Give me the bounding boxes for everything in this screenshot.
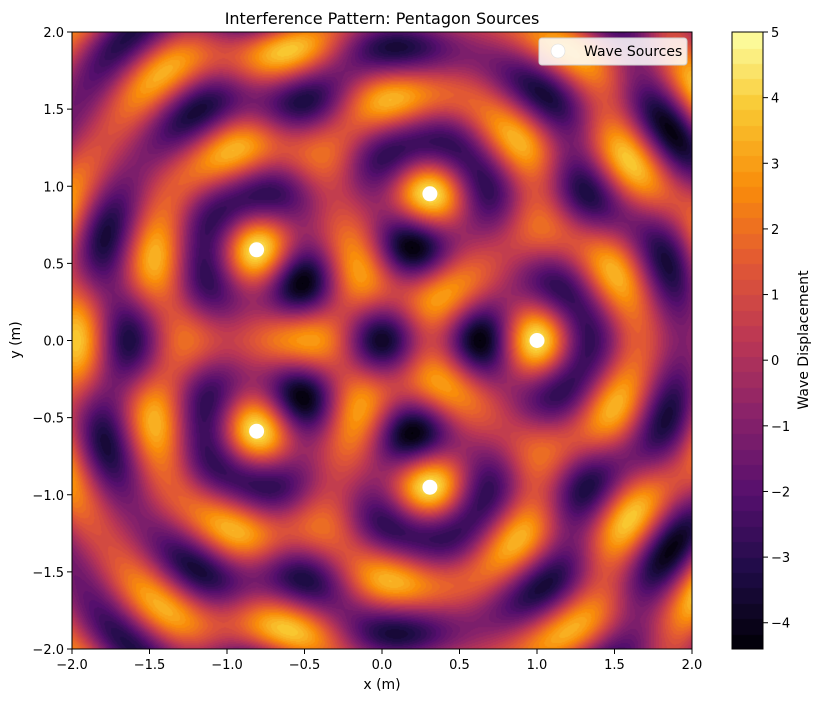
plot-area bbox=[72, 32, 692, 649]
legend-box bbox=[538, 37, 688, 66]
y-tick-label: −0.5 bbox=[32, 412, 64, 427]
x-tick-label: 0.5 bbox=[449, 658, 470, 673]
heatmap-canvas bbox=[72, 32, 692, 649]
colorbar-tick-label: 3 bbox=[771, 157, 779, 172]
y-tick-label: 0.0 bbox=[43, 335, 64, 350]
colorbar-tick-label: −3 bbox=[771, 551, 790, 566]
colorbar-tick-label: 1 bbox=[771, 289, 779, 304]
y-axis-label: y (m) bbox=[8, 321, 24, 358]
x-tick-label: 0.0 bbox=[372, 658, 393, 673]
x-tick-label: −0.5 bbox=[289, 658, 321, 673]
x-axis-label: x (m) bbox=[363, 677, 400, 693]
colorbar-tick-label: −2 bbox=[771, 485, 790, 500]
x-axis: −2.0 −1.5 −1.0 −0.5 0.0 0.5 1.0 1.5 2.0 bbox=[56, 649, 702, 673]
y-tick-label: −1.5 bbox=[32, 566, 64, 581]
legend: Wave Sources bbox=[538, 37, 688, 66]
y-tick-label: 1.0 bbox=[43, 180, 64, 195]
colorbar-tick-label: −4 bbox=[771, 617, 790, 632]
wave-source-marker bbox=[249, 423, 265, 439]
legend-marker bbox=[550, 43, 566, 59]
colorbar-canvas bbox=[732, 32, 763, 649]
x-tick-label: 1.5 bbox=[604, 658, 625, 673]
legend-label: Wave Sources bbox=[584, 44, 682, 60]
y-tick-label: 2.0 bbox=[43, 26, 64, 41]
y-tick-label: 0.5 bbox=[43, 257, 64, 272]
y-axis: −2.0 −1.5 −1.0 −0.5 0.0 0.5 1.0 1.5 2.0 bbox=[32, 26, 72, 658]
x-tick-label: −2.0 bbox=[56, 658, 88, 673]
colorbar-tick-label: 5 bbox=[771, 26, 779, 41]
colorbar-axis: −4 −3 −2 −1 0 1 2 3 4 5 bbox=[763, 26, 790, 632]
colorbar-label: Wave Displacement bbox=[796, 270, 812, 410]
x-tick-label: −1.0 bbox=[211, 658, 243, 673]
chart-title: Interference Pattern: Pentagon Sources bbox=[225, 9, 540, 28]
colorbar-tick-label: 4 bbox=[771, 92, 779, 107]
colorbar-tick-label: 0 bbox=[771, 354, 779, 369]
y-tick-label: −1.0 bbox=[32, 489, 64, 504]
colorbar-tick-label: −1 bbox=[771, 420, 790, 435]
wave-sources bbox=[249, 186, 545, 495]
y-tick-label: −2.0 bbox=[32, 643, 64, 658]
colorbar-tick-label: 2 bbox=[771, 223, 779, 238]
wave-source-marker bbox=[249, 242, 265, 258]
colorbar-frame bbox=[731, 31, 764, 650]
wave-source-marker bbox=[422, 479, 438, 495]
x-tick-label: 2.0 bbox=[682, 658, 703, 673]
x-tick-label: 1.0 bbox=[527, 658, 548, 673]
colorbar bbox=[732, 32, 763, 649]
wave-source-marker bbox=[422, 186, 438, 202]
wave-source-marker bbox=[529, 333, 545, 348]
x-tick-label: −1.5 bbox=[134, 658, 166, 673]
y-tick-label: 1.5 bbox=[43, 103, 64, 118]
